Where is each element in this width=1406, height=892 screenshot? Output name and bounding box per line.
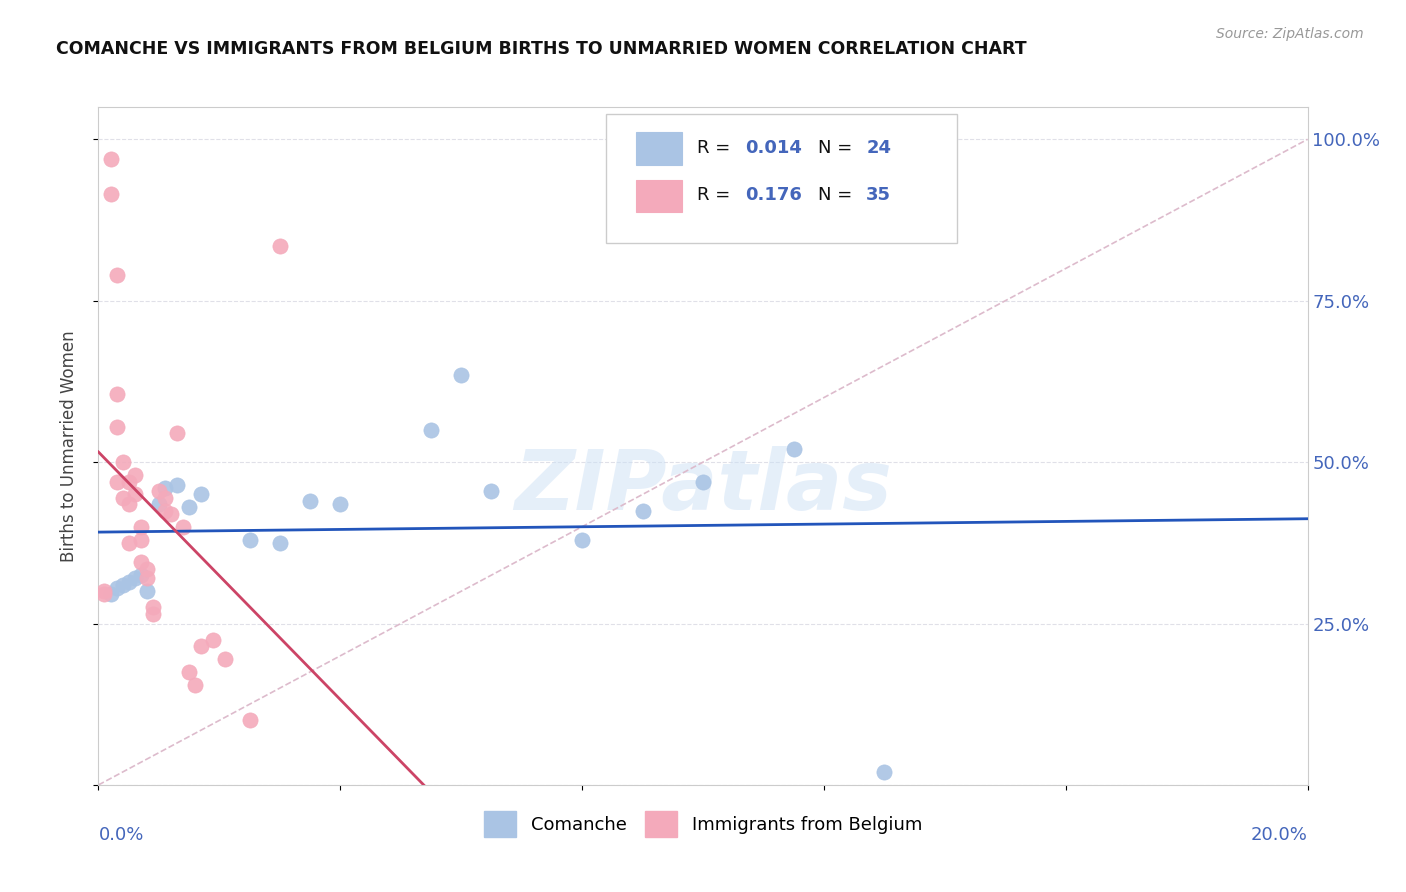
Point [111,491,134,505]
Point [93,584,115,599]
Point [135,562,157,576]
Point [118,536,141,550]
Point [105,581,128,595]
Point [172,519,194,533]
Text: Source: ZipAtlas.com: Source: ZipAtlas.com [1216,27,1364,41]
Point [166,426,188,441]
Point [142,607,165,621]
Point [269,536,291,550]
Point [571,533,593,547]
Point [202,632,225,647]
Point [118,497,141,511]
Point [124,487,146,501]
Text: 0.014: 0.014 [745,139,803,157]
Point [135,571,157,585]
Point [105,268,128,282]
Point [179,665,201,679]
Point [873,765,896,780]
Point [239,714,262,728]
Legend: Comanche, Immigrants from Belgium: Comanche, Immigrants from Belgium [477,804,929,844]
Point [118,475,141,489]
Text: N =: N = [818,139,858,157]
Point [129,555,152,569]
Point [129,533,152,547]
FancyBboxPatch shape [606,114,957,243]
Point [148,484,170,499]
Text: 20.0%: 20.0% [1251,826,1308,844]
Point [124,468,146,483]
Point [148,497,170,511]
Point [450,368,472,382]
Point [129,568,152,582]
Point [124,571,146,585]
Point [269,239,291,253]
Text: COMANCHE VS IMMIGRANTS FROM BELGIUM BIRTHS TO UNMARRIED WOMEN CORRELATION CHART: COMANCHE VS IMMIGRANTS FROM BELGIUM BIRT… [56,40,1026,58]
Text: 24: 24 [866,139,891,157]
Text: R =: R = [697,186,735,204]
Point [105,475,128,489]
Text: R =: R = [697,139,735,157]
Point [190,639,212,653]
Point [100,152,122,166]
Point [783,442,806,457]
Point [160,507,183,521]
Text: 35: 35 [866,186,891,204]
Point [481,484,503,499]
Point [239,533,262,547]
Point [153,491,176,505]
Text: 0.176: 0.176 [745,186,803,204]
Point [105,419,128,434]
FancyBboxPatch shape [637,132,682,165]
Point [100,187,122,202]
Point [692,475,714,489]
Point [100,587,122,601]
Point [190,487,212,501]
Point [631,503,654,517]
Point [214,652,236,666]
Point [299,494,322,508]
Text: ZIPatlas: ZIPatlas [515,446,891,527]
FancyBboxPatch shape [637,179,682,212]
Point [129,519,152,533]
Text: 0.0%: 0.0% [98,826,143,844]
Point [166,477,188,491]
Point [118,574,141,589]
Text: N =: N = [818,186,858,204]
Point [184,678,207,692]
Point [93,587,115,601]
Point [329,497,352,511]
Point [153,503,176,517]
Point [135,584,157,599]
Point [111,578,134,592]
Point [111,455,134,469]
Point [105,387,128,401]
Point [420,423,443,437]
Point [179,500,201,515]
Y-axis label: Births to Unmarried Women: Births to Unmarried Women [59,330,77,562]
Point [153,481,176,495]
Point [142,600,165,615]
